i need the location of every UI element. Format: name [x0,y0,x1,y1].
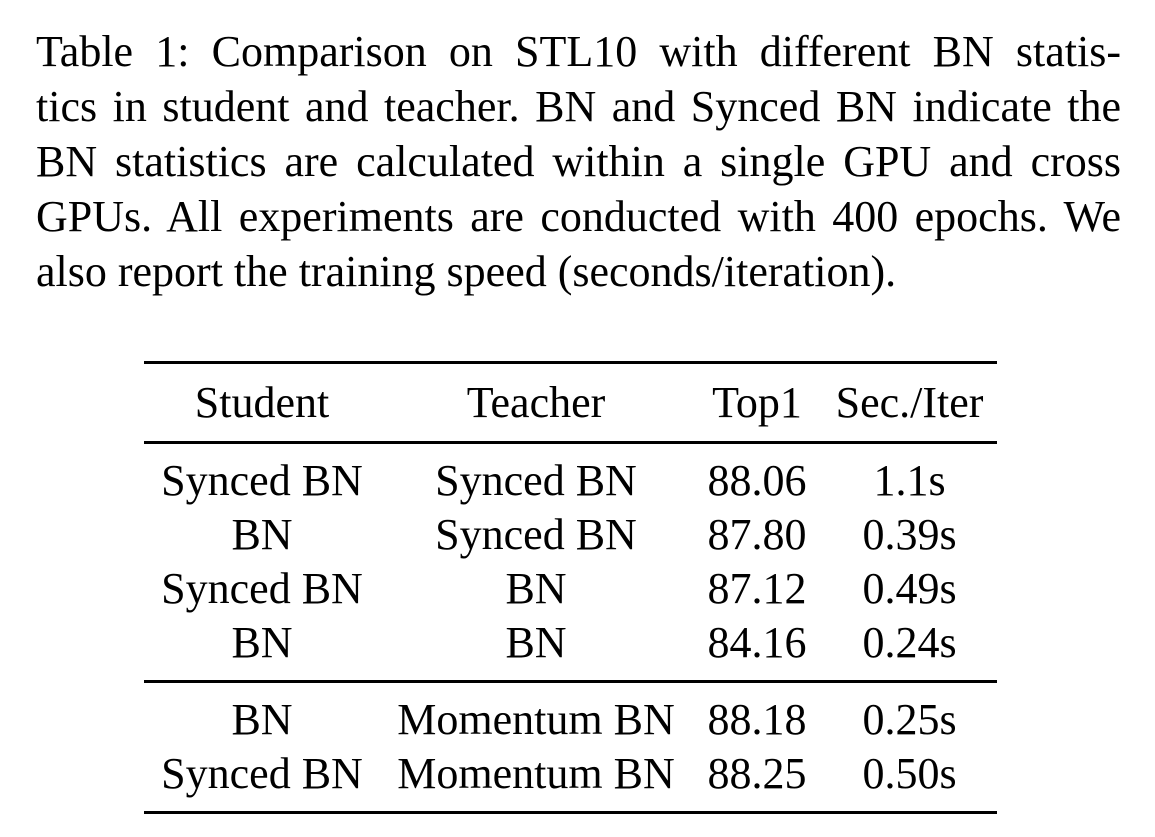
table-row: BN Momentum BN 88.18 0.25s [144,680,997,747]
cell-sec-iter: 0.49s [862,564,957,613]
cell-teacher: Synced BN [435,456,637,505]
cell-top1: 88.06 [707,456,807,505]
cell-student: Synced BN [161,456,363,505]
table-row: BN Synced BN 87.80 0.39s [144,508,997,562]
caption-line: Table 1: Comparison on STL10 with differ… [36,27,1121,76]
cell-sec-iter: 0.50s [822,747,997,814]
table-group-standard-bn: Synced BN Synced BN 88.06 1.1s BN Synced… [144,443,997,682]
header-sec-iter: Sec./Iter [822,361,997,444]
cell-student: BN [231,510,293,559]
table-group-momentum-bn: BN Momentum BN 88.18 0.25s Synced BN Mom… [144,680,997,814]
cell-student: BN [144,680,380,747]
caption-line: also report the training speed (seconds/… [36,247,897,296]
cell-teacher: BN [505,564,567,613]
caption-line: tics in student and teacher. BN and Sync… [36,82,1121,131]
table-header-row: Student Teacher Top1 Sec./Iter [144,361,997,444]
cell-student: BN [231,618,293,667]
caption-line: BN statistics are calculated within a si… [36,137,1121,186]
header-student: Student [144,361,380,444]
cell-teacher: Synced BN [435,510,637,559]
cell-top1: 87.80 [707,510,807,559]
cell-top1: 84.16 [707,618,807,667]
table-row: BN BN 84.16 0.24s [144,616,997,682]
cell-top1: 88.25 [692,747,822,814]
cell-top1: 88.18 [692,680,822,747]
cell-sec-iter: 1.1s [873,456,946,505]
cell-sec-iter: 0.39s [862,510,957,559]
cell-sec-iter: 0.24s [862,618,957,667]
cell-teacher: Momentum BN [380,680,692,747]
table-caption: Table 1: Comparison on STL10 with differ… [36,24,1121,299]
cell-teacher: BN [505,618,567,667]
results-table: Student Teacher Top1 Sec./Iter Synced BN… [144,361,997,814]
results-table-container: Student Teacher Top1 Sec./Iter Synced BN… [144,361,997,814]
cell-student: Synced BN [144,747,380,814]
header-top1: Top1 [692,361,822,444]
cell-student: Synced BN [161,564,363,613]
cell-top1: 87.12 [707,564,807,613]
cell-teacher: Momentum BN [380,747,692,814]
header-teacher: Teacher [380,361,692,444]
cell-sec-iter: 0.25s [822,680,997,747]
table-row: Synced BN Synced BN 88.06 1.1s [144,443,997,509]
table-row: Synced BN Momentum BN 88.25 0.50s [144,747,997,814]
table-row: Synced BN BN 87.12 0.49s [144,562,997,616]
caption-line: GPUs. All experiments are conducted with… [36,192,1121,241]
